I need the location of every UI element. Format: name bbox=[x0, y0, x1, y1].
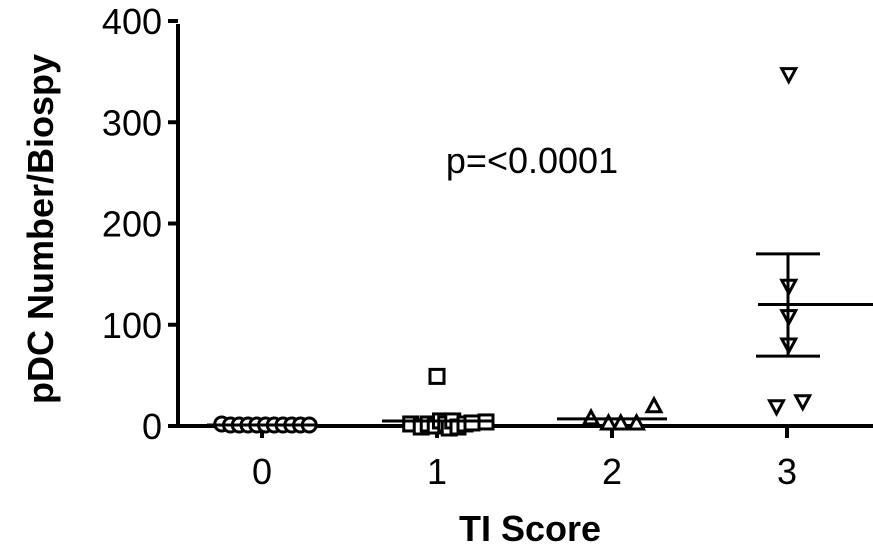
x-axis: 0 1 2 3 bbox=[178, 424, 873, 492]
data-point-triangle-up bbox=[644, 395, 664, 414]
y-axis-title: pDC Number/Biospy bbox=[20, 54, 61, 404]
group-stat-lines bbox=[207, 252, 873, 427]
y-tick-label: 0 bbox=[142, 406, 162, 447]
data-point-triangle-up bbox=[581, 407, 601, 426]
x-axis-title: TI Score bbox=[459, 508, 601, 549]
p-value-annotation: p=<0.0001 bbox=[446, 140, 618, 181]
data-point-triangle-up bbox=[598, 412, 619, 431]
data-point-triangle-up bbox=[611, 412, 631, 431]
data-point-triangle-down bbox=[779, 67, 799, 85]
data-markers bbox=[213, 67, 813, 437]
data-point-square bbox=[463, 414, 481, 432]
data-point-triangle-down bbox=[766, 399, 787, 417]
y-axis: 0 100 200 300 400 bbox=[102, 1, 180, 447]
data-point-triangle-up bbox=[626, 412, 647, 431]
x-tick-label: 1 bbox=[427, 451, 447, 492]
data-point-square bbox=[428, 367, 446, 385]
y-tick-label: 300 bbox=[102, 102, 162, 143]
y-tick-label: 100 bbox=[102, 305, 162, 346]
data-point-triangle-down bbox=[793, 394, 813, 412]
x-tick-label: 3 bbox=[777, 451, 797, 492]
x-tick-label: 2 bbox=[602, 451, 622, 492]
y-tick-label: 200 bbox=[102, 204, 162, 245]
y-tick-label: 400 bbox=[102, 1, 162, 42]
x-tick-label: 0 bbox=[252, 451, 272, 492]
